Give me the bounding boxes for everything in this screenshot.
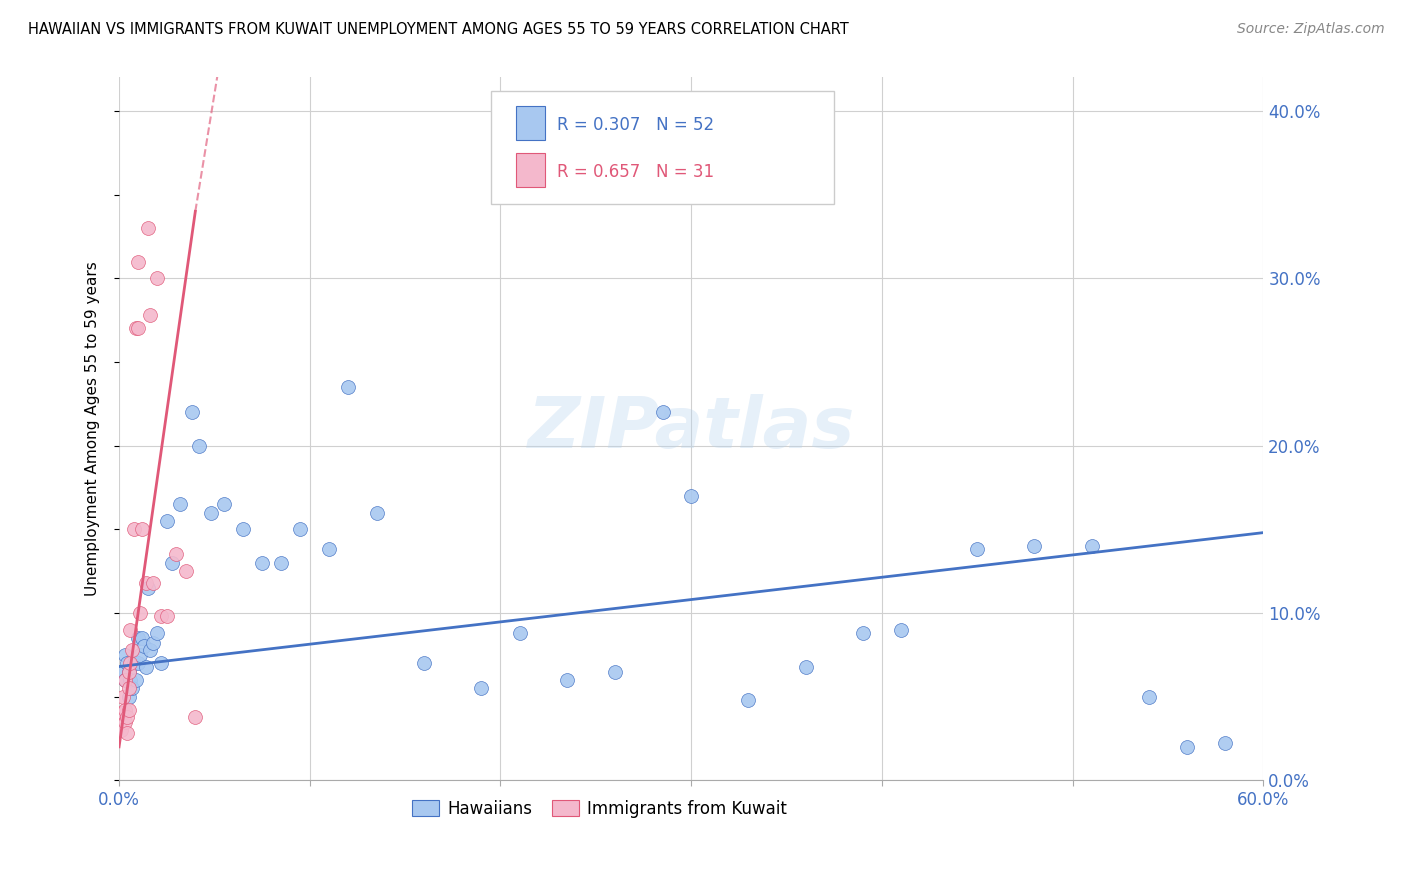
Point — [117, 703, 139, 717]
Point — [114, 648, 136, 662]
Y-axis label: Unemployment Among Ages 55 to 59 years: Unemployment Among Ages 55 to 59 years — [86, 261, 100, 596]
Point — [120, 656, 142, 670]
Point — [737, 693, 759, 707]
Legend: Hawaiians, Immigrants from Kuwait: Hawaiians, Immigrants from Kuwait — [405, 793, 794, 825]
Point — [120, 673, 142, 687]
Point — [852, 626, 875, 640]
Point — [184, 709, 207, 723]
Point — [150, 656, 173, 670]
Point — [150, 609, 173, 624]
Text: R = 0.657   N = 31: R = 0.657 N = 31 — [557, 163, 714, 181]
Point — [1137, 690, 1160, 704]
Point — [250, 556, 273, 570]
FancyBboxPatch shape — [491, 92, 834, 204]
Point — [127, 631, 149, 645]
Point — [270, 556, 292, 570]
Point — [115, 709, 138, 723]
Point — [156, 609, 179, 624]
Point — [132, 640, 155, 654]
Point — [117, 665, 139, 679]
Point — [111, 706, 134, 721]
Point — [110, 706, 132, 721]
Point — [124, 656, 146, 670]
Point — [509, 626, 531, 640]
Point — [318, 542, 340, 557]
Text: HAWAIIAN VS IMMIGRANTS FROM KUWAIT UNEMPLOYMENT AMONG AGES 55 TO 59 YEARS CORREL: HAWAIIAN VS IMMIGRANTS FROM KUWAIT UNEMP… — [28, 22, 849, 37]
Point — [336, 380, 359, 394]
Point — [169, 497, 191, 511]
Point — [114, 714, 136, 729]
Point — [117, 681, 139, 696]
Point — [117, 690, 139, 704]
Point — [470, 681, 492, 696]
Point — [121, 681, 143, 696]
Point — [200, 506, 222, 520]
Point — [111, 665, 134, 679]
Point — [136, 581, 159, 595]
Point — [603, 665, 626, 679]
Point — [1024, 539, 1046, 553]
Text: Source: ZipAtlas.com: Source: ZipAtlas.com — [1237, 22, 1385, 37]
Point — [127, 254, 149, 268]
Point — [165, 548, 187, 562]
FancyBboxPatch shape — [516, 153, 544, 187]
Point — [966, 542, 988, 557]
Point — [1175, 739, 1198, 754]
Point — [114, 673, 136, 687]
Point — [146, 271, 169, 285]
Point — [290, 522, 312, 536]
Point — [115, 726, 138, 740]
Point — [162, 556, 184, 570]
Point — [124, 522, 146, 536]
Point — [114, 673, 136, 687]
Point — [138, 308, 160, 322]
Point — [188, 439, 211, 453]
Point — [146, 626, 169, 640]
Point — [127, 321, 149, 335]
Point — [156, 514, 179, 528]
Point — [794, 659, 817, 673]
Text: R = 0.307   N = 52: R = 0.307 N = 52 — [557, 116, 714, 134]
Point — [138, 642, 160, 657]
Point — [131, 631, 153, 645]
Point — [212, 497, 235, 511]
Point — [121, 642, 143, 657]
Point — [127, 656, 149, 670]
Point — [135, 659, 157, 673]
Point — [681, 489, 703, 503]
Point — [1213, 737, 1236, 751]
Point — [135, 575, 157, 590]
Point — [120, 623, 142, 637]
Point — [125, 321, 148, 335]
Point — [129, 606, 152, 620]
FancyBboxPatch shape — [516, 106, 544, 140]
Point — [114, 703, 136, 717]
Point — [125, 673, 148, 687]
Point — [117, 665, 139, 679]
Point — [413, 656, 436, 670]
Point — [232, 522, 254, 536]
Point — [180, 405, 202, 419]
Point — [366, 506, 388, 520]
Point — [890, 623, 912, 637]
Point — [110, 723, 132, 737]
Point — [136, 221, 159, 235]
Point — [651, 405, 673, 419]
Point — [142, 636, 165, 650]
Point — [131, 522, 153, 536]
Point — [115, 656, 138, 670]
Point — [111, 690, 134, 704]
Point — [555, 673, 578, 687]
Text: ZIPatlas: ZIPatlas — [527, 394, 855, 463]
Point — [142, 575, 165, 590]
Point — [129, 648, 152, 662]
Point — [1080, 539, 1102, 553]
Point — [174, 564, 197, 578]
